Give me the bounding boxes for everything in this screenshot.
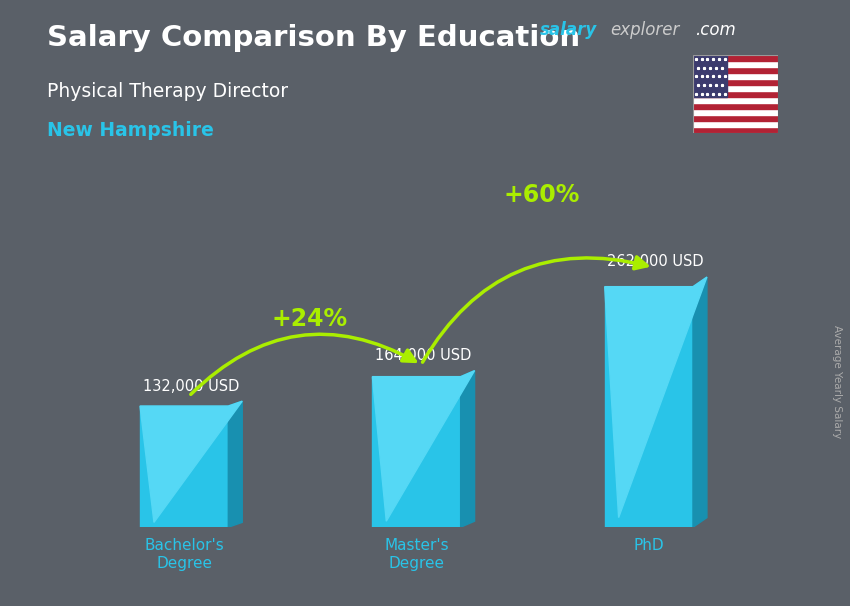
Bar xyxy=(693,109,778,115)
Polygon shape xyxy=(229,401,242,527)
Text: +24%: +24% xyxy=(271,307,348,331)
Bar xyxy=(372,377,461,527)
Text: .com: .com xyxy=(695,21,736,39)
Bar xyxy=(604,287,693,527)
Text: Salary Comparison By Education: Salary Comparison By Education xyxy=(47,24,580,52)
Bar xyxy=(693,61,778,67)
Polygon shape xyxy=(372,371,474,521)
Text: New Hampshire: New Hampshire xyxy=(47,121,213,140)
Text: salary: salary xyxy=(540,21,597,39)
Bar xyxy=(693,121,778,127)
Text: 164,000 USD: 164,000 USD xyxy=(376,348,472,363)
Bar xyxy=(693,67,778,73)
Text: 262,000 USD: 262,000 USD xyxy=(608,255,704,270)
Bar xyxy=(693,127,778,133)
Text: 132,000 USD: 132,000 USD xyxy=(143,379,240,394)
Bar xyxy=(693,115,778,121)
Polygon shape xyxy=(461,371,474,527)
Polygon shape xyxy=(693,277,707,527)
Bar xyxy=(693,103,778,109)
Bar xyxy=(693,73,778,79)
Bar xyxy=(693,91,778,97)
Bar xyxy=(693,55,778,61)
Text: explorer: explorer xyxy=(610,21,680,39)
Text: Average Yearly Salary: Average Yearly Salary xyxy=(832,325,842,438)
Bar xyxy=(693,79,778,85)
Polygon shape xyxy=(140,401,242,522)
Bar xyxy=(693,97,778,103)
Bar xyxy=(693,55,727,97)
Bar xyxy=(140,406,229,527)
Text: Physical Therapy Director: Physical Therapy Director xyxy=(47,82,288,101)
Bar xyxy=(693,85,778,91)
Text: +60%: +60% xyxy=(504,182,581,207)
Polygon shape xyxy=(604,277,707,518)
